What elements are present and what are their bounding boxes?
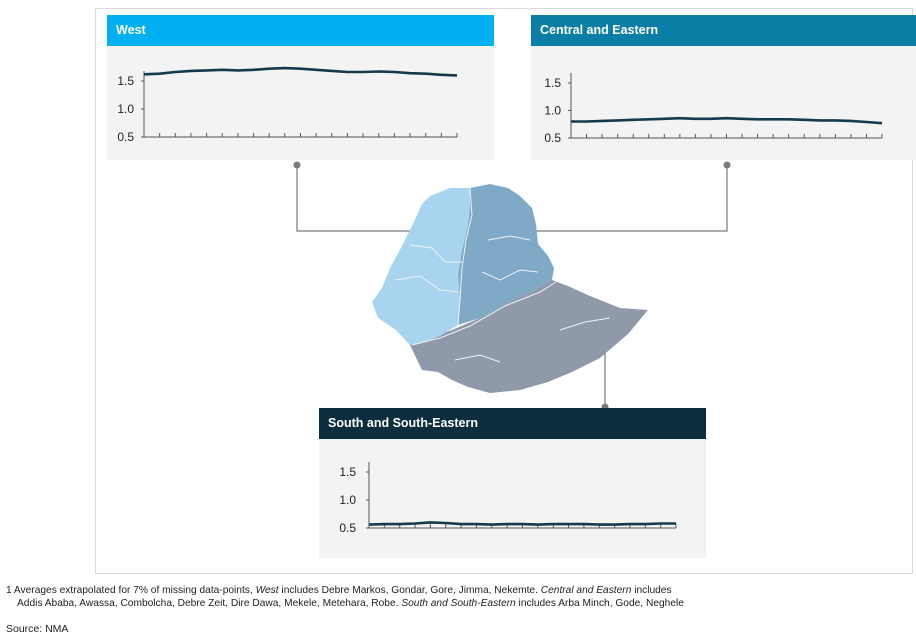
footnote-text: includes (631, 585, 672, 596)
panel-title-west: West (107, 15, 494, 46)
y-tick-label: 0.5 (544, 131, 561, 145)
map-region-central (458, 184, 554, 325)
y-tick-label: 1.0 (339, 493, 356, 507)
source-note: Source: NMA (6, 623, 69, 635)
panel-west: West 1.5 1.0 0.5 (107, 15, 494, 160)
y-tick-label: 1.5 (339, 465, 356, 479)
panel-south-southeastern: South and South-Eastern 1.5 1.0 0.5 (319, 408, 706, 558)
connector-dot-west (293, 161, 301, 169)
connector-dot-central (723, 161, 731, 169)
y-tick-label: 0.5 (117, 130, 134, 144)
footnote-region-west: West (255, 585, 279, 596)
series-line (143, 66, 458, 77)
series-line (368, 521, 676, 526)
footnote-text: includes Debre Markos, Gondar, Gore, Jim… (278, 585, 541, 596)
panel-title-south-southeastern: South and South-Eastern (319, 408, 706, 439)
map-region-south (410, 280, 648, 393)
y-tick-label: 1.0 (117, 102, 134, 116)
y-tick-label: 1.5 (544, 76, 561, 90)
footnote-text: includes Arba Minch, Gode, Neghele (515, 597, 684, 609)
panel-central-eastern: Central and Eastern 1.5 1.0 0.5 (531, 15, 916, 160)
footnote: 1 Averages extrapolated for 7% of missin… (6, 585, 911, 610)
footnote-region-south: South and South-Eastern (401, 597, 516, 609)
y-tick-label: 1.0 (544, 104, 561, 118)
y-tick-label: 0.5 (339, 521, 356, 535)
footnote-text: Addis Ababa, Awassa, Combolcha, Debre Ze… (17, 597, 402, 609)
connector-west (296, 165, 441, 232)
chart-south-southeastern: 1.5 1.0 0.5 (339, 462, 677, 535)
footnote-line-2: Addis Ababa, Awassa, Combolcha, Debre Ze… (6, 598, 911, 611)
chart-central-eastern: 1.5 1.0 0.5 (544, 73, 883, 145)
footnote-region-central: Central and Eastern (540, 585, 632, 596)
series-line (571, 116, 883, 125)
panel-title-central-eastern: Central and Eastern (531, 15, 916, 46)
connector-central (512, 165, 728, 232)
map-region-west (372, 188, 470, 345)
chart-west: 1.5 1.0 0.5 (117, 66, 458, 144)
y-tick-label: 1.5 (117, 74, 134, 88)
map-region-borders (394, 187, 611, 363)
footnote-text: 1 Averages extrapolated for 7% of missin… (6, 585, 256, 596)
